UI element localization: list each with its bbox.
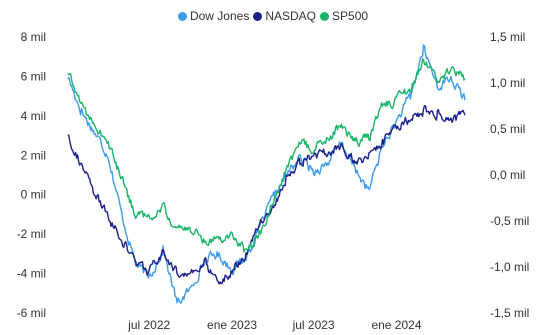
legend-marker (177, 11, 187, 21)
y-tick-label-left: 0 mil (21, 188, 46, 202)
legend-item-sp500[interactable]: SP500 (320, 8, 368, 24)
x-tick-label: jul 2023 (292, 318, 335, 332)
legend-item-dow-jones[interactable]: Dow Jones (177, 8, 250, 24)
y-tick-label-right: 0,0 mil (490, 168, 525, 182)
series-line-sp500 (67, 58, 466, 253)
y-tick-label-left: -4 mil (17, 267, 46, 281)
y-axis-left: 8 mil 6 mil 4 mil 2 mil 0 mil -2 mil -4 mil -6 … (17, 30, 46, 320)
y-tick-label-right: -1,5 mil (490, 306, 529, 320)
legend-label: SP500 (332, 9, 369, 23)
legend-label: Dow Jones (189, 9, 250, 23)
y-tick-label-right: 1,0 mil (490, 76, 525, 90)
series-line-nasdaq (67, 105, 466, 285)
legend-marker (320, 11, 330, 21)
x-tick-label: ene 2023 (207, 318, 257, 332)
y-tick-label-right: 1,5 mil (490, 30, 525, 44)
y-tick-label-right: -0,5 mil (490, 214, 529, 228)
x-axis: jul 2022 ene 2023 jul 2023 ene 2024 (127, 318, 422, 332)
y-tick-label-left: 4 mil (21, 109, 46, 123)
x-tick-label: jul 2022 (127, 318, 170, 332)
y-tick-label-left: -6 mil (17, 306, 46, 320)
legend-marker (253, 11, 263, 21)
y-tick-label-left: 6 mil (21, 69, 46, 83)
series-lines (67, 44, 466, 304)
legend-item-nasdaq[interactable]: NASDAQ (253, 8, 316, 24)
y-tick-label-left: 8 mil (21, 30, 46, 44)
legend: Dow Jones NASDAQ SP500 (0, 8, 546, 24)
y-axis-right: 1,5 mil 1,0 mil 0,5 mil 0,0 mil -0,5 mil -1,0… (490, 30, 529, 320)
y-tick-label-left: -2 mil (17, 227, 46, 241)
legend-label: NASDAQ (265, 9, 317, 23)
series-line-dow-jones (67, 44, 466, 304)
y-tick-label-right: 0,5 mil (490, 122, 525, 136)
x-tick-label: ene 2024 (371, 318, 421, 332)
y-tick-label-left: 2 mil (21, 148, 46, 162)
y-tick-label-right: -1,0 mil (490, 260, 529, 274)
